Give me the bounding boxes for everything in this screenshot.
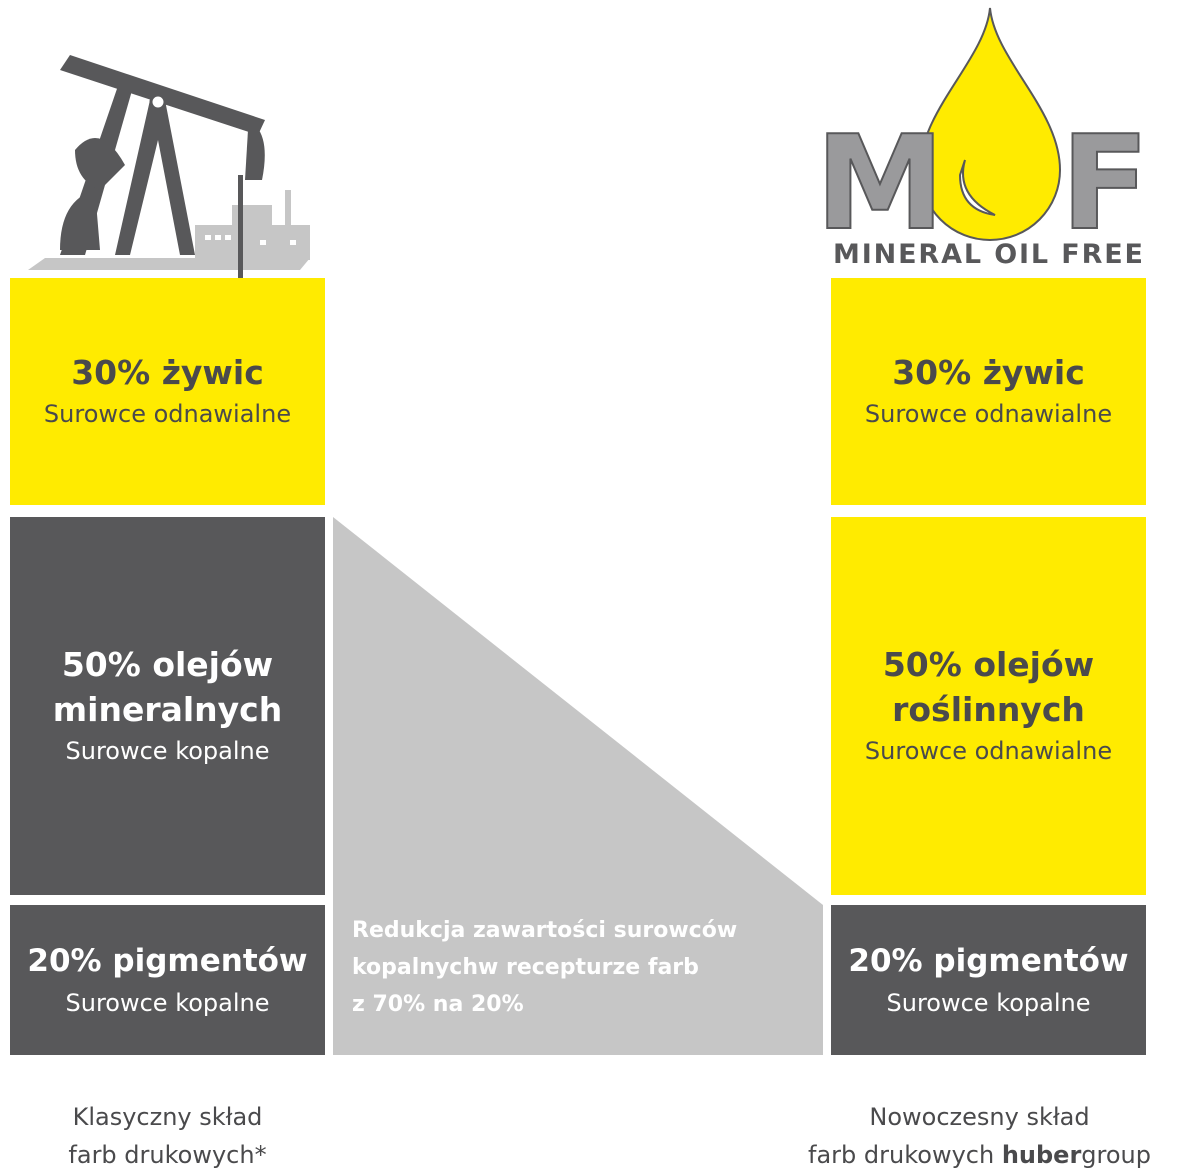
- block-title: 50% olejów: [883, 642, 1094, 687]
- reduction-line: kopalnychw recepturze farb: [352, 949, 737, 986]
- block: 50% olejów roślinnych Surowce odnawialne: [831, 517, 1146, 895]
- block: 20% pigmentów Surowce kopalne: [10, 905, 325, 1055]
- block-title: 20% pigmentów: [848, 939, 1128, 984]
- caption-line: farb drukowych*: [10, 1136, 325, 1174]
- block-title: 30% żywic: [71, 350, 264, 395]
- block: 20% pigmentów Surowce kopalne: [831, 905, 1146, 1055]
- block-subtitle: Surowce odnawialne: [44, 395, 291, 433]
- caption-line: Klasyczny skład: [10, 1098, 325, 1136]
- caption-part: farb drukowych: [808, 1141, 1002, 1169]
- caption: Nowoczesny skład farb drukowych hubergro…: [780, 1098, 1179, 1174]
- mof-logo: M F MINERAL OIL FREE: [815, 8, 1149, 270]
- block-title: 20% pigmentów: [27, 939, 307, 984]
- block-subtitle: Surowce kopalne: [66, 732, 270, 770]
- reduction-line: z 70% na 20%: [352, 986, 737, 1023]
- block: 30% żywic Surowce odnawialne: [10, 278, 325, 505]
- block-subtitle: Surowce kopalne: [66, 984, 270, 1022]
- block-subtitle: Surowce odnawialne: [865, 395, 1112, 433]
- caption: Klasyczny skład farb drukowych*: [10, 1098, 325, 1174]
- block-title: 30% żywic: [892, 350, 1085, 395]
- block-subtitle: Surowce odnawialne: [865, 732, 1112, 770]
- caption-brand: huber: [1002, 1141, 1081, 1169]
- page: M F MINERAL OIL FREE 30% żywic Surowce o…: [0, 0, 1179, 1174]
- block-title: mineralnych: [53, 687, 283, 732]
- caption-line: Nowoczesny skład: [780, 1098, 1179, 1136]
- caption-part: group: [1081, 1141, 1151, 1169]
- block-subtitle: Surowce kopalne: [887, 984, 1091, 1022]
- reduction-text: Redukcja zawartości surowców kopalnychw …: [352, 912, 737, 1023]
- logo-letter: F: [1061, 107, 1150, 259]
- block: 50% olejów mineralnych Surowce kopalne: [10, 517, 325, 895]
- block-title: 50% olejów: [62, 642, 273, 687]
- block: 30% żywic Surowce odnawialne: [831, 278, 1146, 505]
- logo-letter: M: [815, 107, 944, 259]
- reduction-line: Redukcja zawartości surowców: [352, 912, 737, 949]
- block-title: roślinnych: [892, 687, 1085, 732]
- caption-line: farb drukowych hubergroup: [780, 1136, 1179, 1174]
- oil-pump-icon: [28, 55, 310, 280]
- logo-tagline: MINERAL OIL FREE: [833, 239, 1143, 270]
